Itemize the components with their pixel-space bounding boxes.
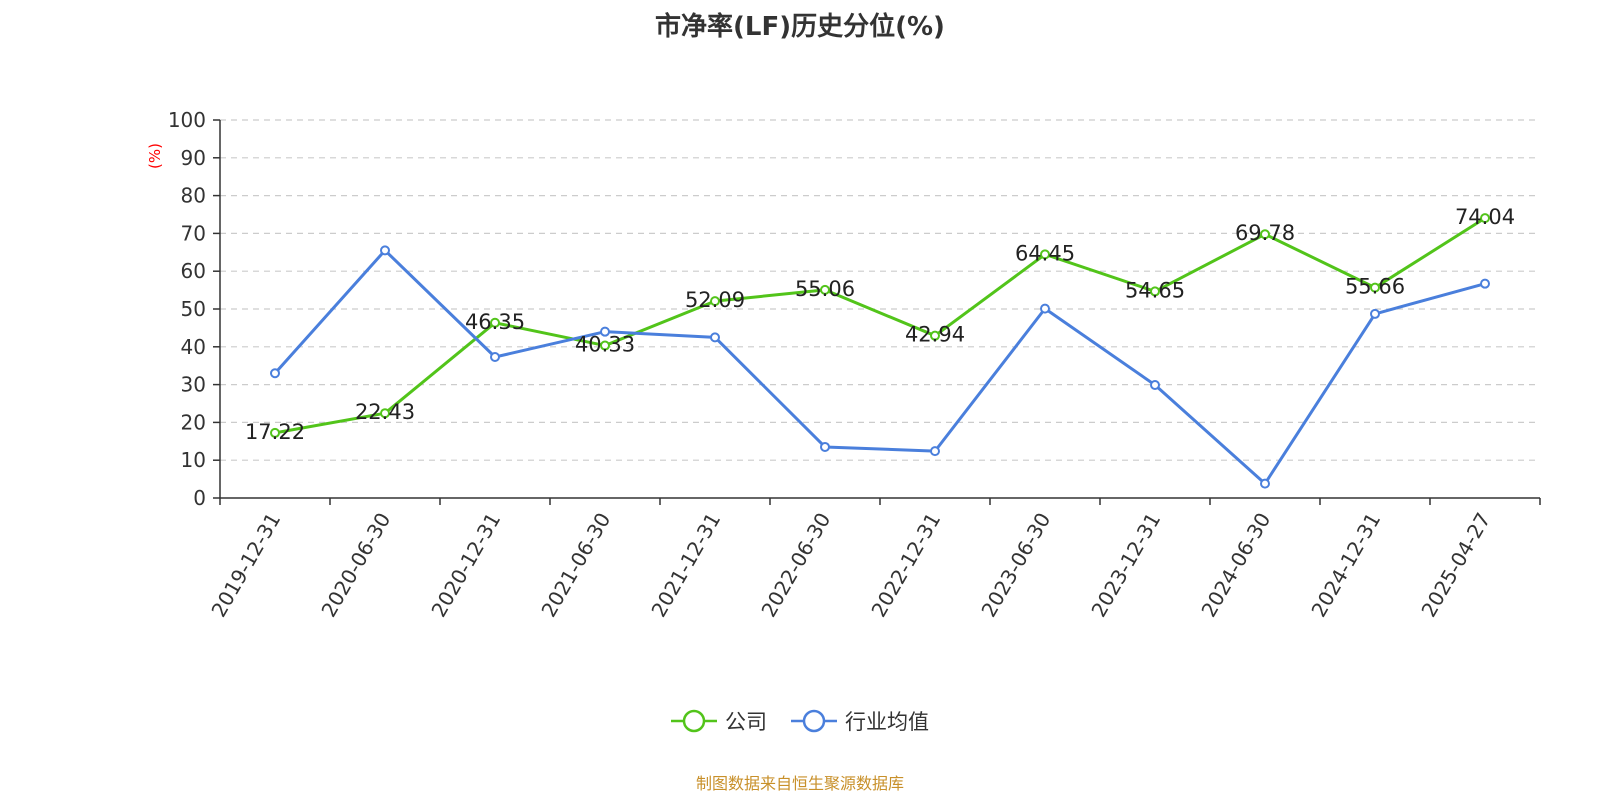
data-label: 52.09 <box>685 288 745 312</box>
data-point <box>1040 303 1050 314</box>
x-tick-label: 2020-12-31 <box>426 509 505 622</box>
y-tick-label: 60 <box>181 259 206 283</box>
x-tick-label: 2023-06-30 <box>976 509 1055 622</box>
data-point <box>1260 229 1270 240</box>
y-tick-label: 40 <box>181 335 206 359</box>
data-point <box>380 408 390 419</box>
data-label: 74.04 <box>1455 205 1515 229</box>
y-tick-label: 100 <box>168 108 206 132</box>
data-point <box>270 427 280 438</box>
data-point <box>820 284 830 295</box>
data-point <box>710 296 720 307</box>
data-point <box>930 446 940 457</box>
series-line <box>274 216 1486 435</box>
data-label: 64.45 <box>1015 241 1075 265</box>
legend-label: 行业均值 <box>845 710 929 734</box>
legend-item[interactable]: 行业均值 <box>791 706 929 736</box>
legend-swatch <box>791 709 837 733</box>
chart-title: 市净率(LF)历史分位(%) <box>655 12 945 42</box>
data-point <box>380 245 390 256</box>
x-tick-label: 2025-04-27 <box>1416 509 1495 622</box>
source-note: 制图数据来自恒生聚源数据库 <box>695 774 904 793</box>
series-line <box>273 248 1486 486</box>
x-tick-label: 2021-12-31 <box>646 509 725 622</box>
series-lines <box>270 213 1490 489</box>
y-tick-label: 0 <box>193 486 206 510</box>
y-tick-label: 50 <box>181 297 206 321</box>
y-tick-label: 30 <box>181 373 206 397</box>
y-axis-label: (%) <box>146 143 164 169</box>
data-label: 55.06 <box>795 277 855 301</box>
data-point <box>600 340 610 351</box>
data-point <box>1480 278 1490 289</box>
y-tick-label: 90 <box>181 146 206 170</box>
x-tick-label: 2022-12-31 <box>866 509 945 622</box>
data-point <box>820 441 830 452</box>
y-tick-label: 10 <box>181 448 206 472</box>
data-point <box>1040 249 1050 260</box>
axes: 0 10 20 30 40 50 60 70 80 90 100(%) 2019-12-31 2020-… <box>146 108 1541 622</box>
data-labels: 17.22 22.43 46.35 40.33 52.09 55.06 42.94 64.45… <box>245 205 1515 444</box>
data-label: 46.35 <box>465 310 525 334</box>
data-point <box>270 368 280 379</box>
data-label: 54.65 <box>1125 278 1185 302</box>
data-label: 17.22 <box>245 420 305 444</box>
data-label: 55.66 <box>1345 275 1405 299</box>
x-tick-label: 2019-12-31 <box>206 509 285 622</box>
legend-item[interactable]: 公司 <box>671 706 767 736</box>
data-point <box>710 332 720 343</box>
data-label: 69.78 <box>1235 221 1295 245</box>
data-point <box>600 326 610 337</box>
y-tick-label: 20 <box>181 410 206 434</box>
data-label: 42.94 <box>905 323 965 347</box>
legend-label: 公司 <box>725 710 767 734</box>
data-point <box>490 317 500 328</box>
data-point <box>1480 213 1490 224</box>
data-point <box>1370 282 1380 293</box>
data-point <box>1150 286 1160 297</box>
x-tick-label: 2023-12-31 <box>1086 509 1165 622</box>
data-label: 40.33 <box>575 333 635 357</box>
legend: 公司 行业均值 <box>0 706 1600 736</box>
y-tick-label: 70 <box>181 221 206 245</box>
data-point <box>930 330 940 341</box>
data-point <box>1370 308 1380 319</box>
data-point <box>1260 478 1270 489</box>
x-tick-label: 2020-06-30 <box>316 509 395 622</box>
data-point <box>490 352 500 363</box>
x-tick-label: 2021-06-30 <box>536 509 615 622</box>
x-tick-label: 2024-12-31 <box>1306 509 1385 622</box>
data-label: 22.43 <box>355 400 415 424</box>
y-tick-label: 80 <box>181 184 206 208</box>
legend-swatch <box>671 709 717 733</box>
x-tick-label: 2024-06-30 <box>1196 509 1275 622</box>
x-tick-label: 2022-06-30 <box>756 509 835 622</box>
grid-lines <box>220 119 1540 461</box>
data-point <box>1150 379 1160 390</box>
